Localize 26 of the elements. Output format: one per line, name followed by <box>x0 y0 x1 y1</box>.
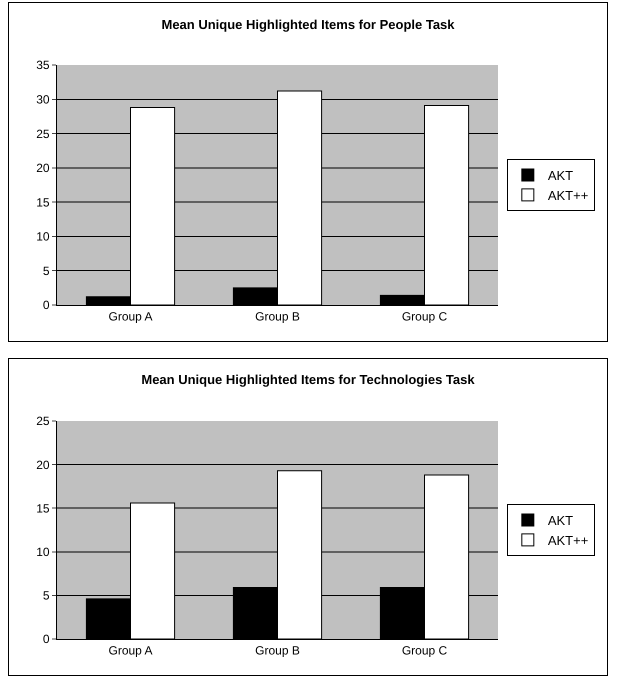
y-tick-label: 15 <box>36 195 50 210</box>
x-tick-label: Group A <box>108 309 153 324</box>
y-tick-label: 25 <box>36 126 50 141</box>
y-tick-label: 5 <box>42 588 50 603</box>
y-tick-label: 20 <box>36 161 50 176</box>
x-tick-label: Group B <box>255 309 300 324</box>
chart-title: Mean Unique Highlighted Items for Technologies Task <box>141 372 476 387</box>
y-tick-label: 10 <box>36 230 50 244</box>
legend-label: AKT <box>548 168 574 184</box>
x-tick-label: Group C <box>402 309 448 324</box>
y-tick-label: 5 <box>42 264 50 278</box>
x-tick-label: Group A <box>108 643 153 658</box>
legend-label: AKT <box>548 513 574 528</box>
chart-title: Mean Unique Highlighted Items for People Task <box>161 17 456 32</box>
y-tick-label: 0 <box>42 298 50 312</box>
y-tick-label: 20 <box>36 458 50 472</box>
y-tick-label: 35 <box>36 58 50 72</box>
y-tick-label: 0 <box>42 632 50 646</box>
y-tick-label: 15 <box>36 501 50 516</box>
y-tick-label: 10 <box>36 545 50 559</box>
y-tick-label: 25 <box>36 414 50 428</box>
x-tick-label: Group C <box>402 643 448 658</box>
y-tick-label: 30 <box>36 92 50 106</box>
legend-label: AKT++ <box>548 532 588 548</box>
x-tick-label: Group B <box>255 643 300 658</box>
legend-label: AKT++ <box>548 188 588 203</box>
